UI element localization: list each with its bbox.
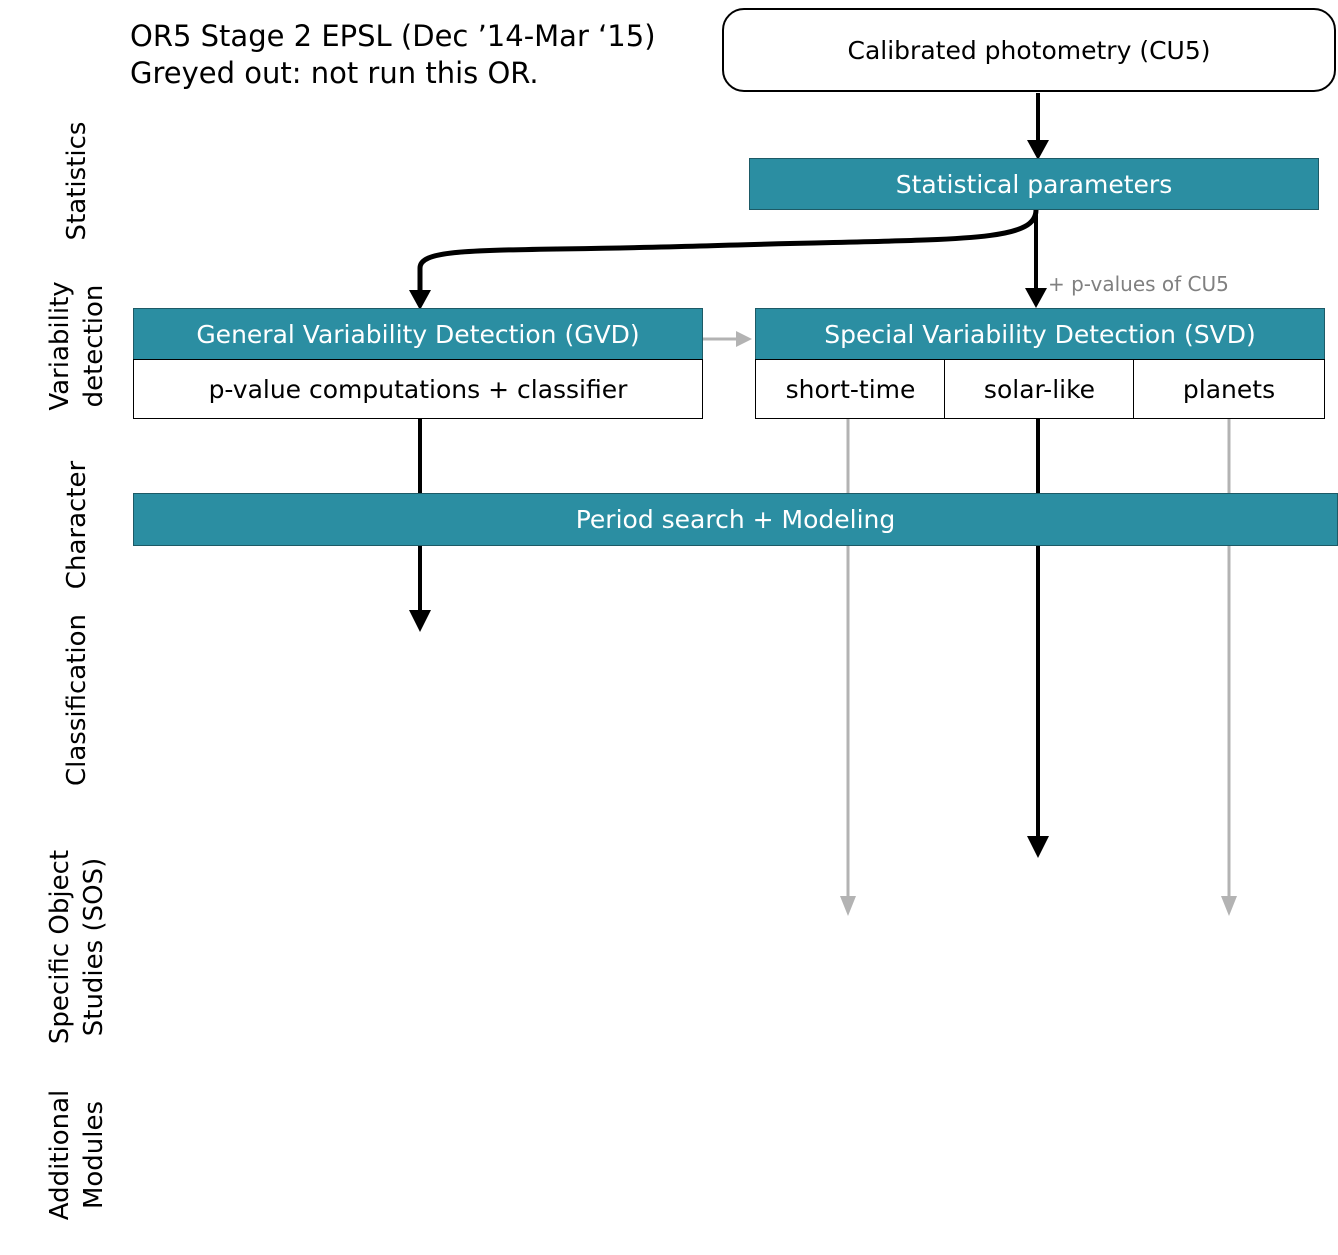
period-search-label: Period search + Modeling — [575, 505, 896, 534]
gvd-sub-box: p-value computations + classifier — [133, 359, 703, 419]
input-box-label: Calibrated photometry (CU5) — [847, 35, 1211, 65]
header-line-1: OR5 Stage 2 EPSL (Dec ’14-Mar ‘15) — [130, 19, 656, 53]
svd-box: Special Variability Detection (SVD) — [755, 308, 1325, 360]
header-line-2: Greyed out: not run this OR. — [130, 56, 539, 90]
svd-sub-short-time-label: short-time — [785, 374, 916, 404]
statistical-parameters-label: Statistical parameters — [895, 169, 1173, 199]
svd-sub-planets-label: planets — [1182, 374, 1276, 404]
gvd-label: General Variability Detection (GVD) — [196, 319, 640, 349]
arrow-input-to-stats — [1027, 93, 1049, 160]
input-box-calibrated-photometry: Calibrated photometry (CU5) — [722, 8, 1336, 92]
svd-sub-solar-like: solar-like — [944, 359, 1135, 419]
period-search-box: Period search + Modeling — [133, 493, 1338, 546]
svd-label: Special Variability Detection (SVD) — [824, 319, 1256, 349]
arrow-solar-like-to-sos — [1027, 418, 1049, 858]
gvd-sub-label: p-value computations + classifier — [208, 374, 628, 404]
arrow-gvd-to-svd — [702, 331, 752, 347]
svd-sub-solar-like-label: solar-like — [983, 374, 1096, 404]
arrow-stats-to-gvd — [409, 209, 1039, 310]
pvalues-annotation: + p-values of CU5 — [1048, 272, 1229, 296]
svd-sub-planets: planets — [1133, 359, 1325, 419]
statistical-parameters-box: Statistical parameters — [749, 158, 1319, 210]
diagram-header: OR5 Stage 2 EPSL (Dec ’14-Mar ‘15) Greye… — [130, 18, 656, 92]
gvd-box: General Variability Detection (GVD) — [133, 308, 703, 360]
svd-sub-short-time: short-time — [755, 359, 946, 419]
arrow-stats-to-svd — [1025, 210, 1047, 308]
